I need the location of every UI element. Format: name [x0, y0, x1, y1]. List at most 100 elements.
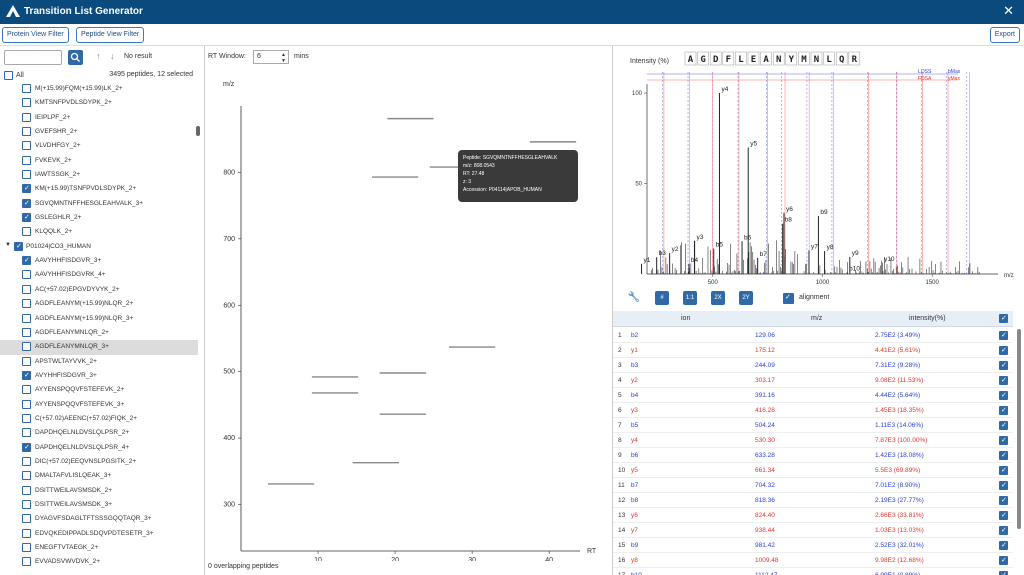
row-checkbox[interactable] [22, 170, 31, 180]
list-item[interactable]: DMALTAFVLISLQEAK_3+ [0, 469, 198, 483]
list-item[interactable]: M(+15.99)FQM(+15.99)LK_2+ [0, 82, 198, 96]
rt-window-input[interactable]: 6 ▲ ▼ [253, 50, 289, 64]
search-button[interactable] [68, 50, 83, 65]
row-checkbox[interactable] [999, 436, 1008, 445]
row-checkbox[interactable] [22, 485, 31, 495]
stepper-icon[interactable]: ▲ ▼ [281, 52, 286, 64]
row-checkbox[interactable] [22, 528, 31, 538]
header-select-checkbox[interactable] [999, 314, 1008, 323]
row-checkbox[interactable] [22, 98, 31, 108]
row-checkbox[interactable] [999, 511, 1008, 520]
table-row[interactable]: 15 b9 981.42 2.52E3 (32.01%) [613, 538, 1013, 553]
table-row[interactable]: 14 y7 938.44 1.03E3 (13.03%) [613, 523, 1013, 538]
row-checkbox[interactable] [999, 361, 1008, 370]
row-checkbox[interactable] [22, 213, 31, 223]
list-item[interactable]: AYYENSPQQVFSTEFEVK_3+ [0, 398, 198, 412]
export-button[interactable]: Export [989, 27, 1020, 43]
list-item[interactable]: IEIPLPF_2+ [0, 111, 198, 125]
table-row[interactable]: 9 b6 633.28 1.42E3 (18.08%) [613, 448, 1013, 463]
list-item[interactable]: AC(+57.02)EPGVDYVYK_2+ [0, 283, 198, 297]
row-checkbox[interactable] [999, 346, 1008, 355]
list-scrollbar[interactable] [196, 126, 200, 136]
list-item[interactable]: AAVYHHFISDGVRK_4+ [0, 268, 198, 282]
expand-icon[interactable]: ▼ [5, 241, 11, 248]
row-checkbox[interactable] [22, 256, 31, 266]
row-checkbox[interactable] [22, 543, 31, 552]
table-row[interactable]: 7 b5 504.24 1.11E3 (14.06%) [613, 418, 1013, 433]
row-checkbox[interactable] [22, 227, 31, 237]
header-mz[interactable]: m/z [811, 315, 823, 322]
row-checkbox[interactable] [22, 270, 31, 280]
list-item[interactable]: AGDFLEANYM(+15.99)NLQR_2+ [0, 297, 198, 311]
list-item[interactable]: ENEGFTVTAEGK_2+ [0, 541, 198, 555]
table-scrollbar[interactable] [1017, 329, 1021, 529]
select-all-checkbox[interactable] [4, 71, 13, 80]
row-checkbox[interactable] [22, 342, 31, 352]
list-item[interactable]: EDVQKEDIPPADLSDQVPDTESETR_3+ [0, 527, 198, 541]
row-checkbox[interactable] [14, 241, 23, 251]
row-checkbox[interactable] [999, 466, 1008, 475]
list-item[interactable]: DSITTWEILAVSMSDK_3+ [0, 498, 198, 512]
row-checkbox[interactable] [999, 496, 1008, 505]
table-row[interactable]: 4 y2 303.17 9.08E2 (11.53%) [613, 373, 1013, 388]
row-checkbox[interactable] [22, 557, 31, 567]
row-checkbox[interactable] [22, 442, 31, 452]
list-item[interactable]: IAWTSSGK_2+ [0, 168, 198, 182]
list-item[interactable]: AGDFLEANYM(+15.99)NLQR_3+ [0, 312, 198, 326]
row-checkbox[interactable] [999, 556, 1008, 565]
row-checkbox[interactable] [999, 421, 1008, 430]
table-row[interactable]: 5 b4 391.16 4.44E2 (5.64%) [613, 388, 1013, 403]
table-row[interactable]: 2 y1 175.12 4.41E2 (5.61%) [613, 343, 1013, 358]
table-row[interactable]: 1 b2 129.06 2.75E2 (3.49%) [613, 328, 1013, 343]
zoom-2y-button[interactable]: 2Y [739, 291, 753, 305]
row-checkbox[interactable] [22, 155, 31, 165]
table-row[interactable]: 6 y3 416.28 1.45E3 (18.35%) [613, 403, 1013, 418]
row-checkbox[interactable] [999, 571, 1008, 575]
table-row[interactable]: 3 b3 244.09 7.31E2 (9.28%) [613, 358, 1013, 373]
list-item[interactable]: DIC(+57.02)EEQVNSLPGSITK_2+ [0, 455, 198, 469]
list-item[interactable]: AAVYHHFISDGVR_3+ [0, 254, 198, 268]
list-item[interactable]: C(+57.02)AEENC(+57.02)FIQK_2+ [0, 412, 198, 426]
header-ion[interactable]: ion [681, 315, 691, 322]
list-item[interactable]: FVKEVK_2+ [0, 154, 198, 168]
row-checkbox[interactable] [999, 406, 1008, 415]
row-checkbox[interactable] [22, 370, 31, 380]
list-item[interactable]: GSLEGHLR_2+ [0, 211, 198, 225]
row-checkbox[interactable] [999, 451, 1008, 460]
row-checkbox[interactable] [22, 184, 31, 194]
row-checkbox[interactable] [22, 313, 31, 323]
list-item[interactable]: KLQQLK_2+ [0, 225, 198, 239]
row-checkbox[interactable] [22, 127, 31, 137]
table-row[interactable]: 8 y4 530.30 7.87E3 (100.00%) [613, 433, 1013, 448]
previous-result-icon[interactable]: ↑ [96, 51, 101, 61]
row-checkbox[interactable] [22, 471, 31, 481]
list-item[interactable]: GVEFSHR_2+ [0, 125, 198, 139]
table-row[interactable]: 13 y6 824.40 2.66E3 (33.81%) [613, 508, 1013, 523]
list-item[interactable]: EVVADSVWVDVK_2+ [0, 555, 198, 569]
header-intensity[interactable]: intensity(%) [909, 315, 946, 322]
list-item[interactable]: AYYENSPQQVFSTEFEVK_2+ [0, 383, 198, 397]
list-item[interactable]: KMTSNFPVDLSDYPK_2+ [0, 96, 198, 110]
list-item[interactable]: DAPDHQELNLDVSLQLPSR_4+ [0, 441, 198, 455]
row-checkbox[interactable] [999, 481, 1008, 490]
annotate-button[interactable]: # [655, 291, 669, 305]
close-icon[interactable]: ✕ [1003, 3, 1014, 18]
row-checkbox[interactable] [22, 84, 31, 93]
row-checkbox[interactable] [999, 541, 1008, 550]
row-checkbox[interactable] [999, 331, 1008, 340]
row-checkbox[interactable] [22, 327, 31, 337]
wrench-icon[interactable]: 🔧 [627, 292, 641, 303]
list-item[interactable]: AVYHHFISDGVR_3+ [0, 369, 198, 383]
row-checkbox[interactable] [22, 198, 31, 208]
row-checkbox[interactable] [999, 376, 1008, 385]
row-checkbox[interactable] [22, 284, 31, 294]
row-checkbox[interactable] [22, 399, 31, 409]
row-checkbox[interactable] [999, 391, 1008, 400]
zoom-2x-button[interactable]: 2X [711, 291, 725, 305]
search-input[interactable] [4, 50, 62, 65]
list-item[interactable]: VLVDHFGY_2+ [0, 139, 198, 153]
row-checkbox[interactable] [22, 456, 31, 466]
row-checkbox[interactable] [22, 141, 31, 151]
list-item[interactable]: AGDFLEANYMNLQR_2+ [0, 326, 198, 340]
ratio-1-1-button[interactable]: 1:1 [683, 291, 697, 305]
